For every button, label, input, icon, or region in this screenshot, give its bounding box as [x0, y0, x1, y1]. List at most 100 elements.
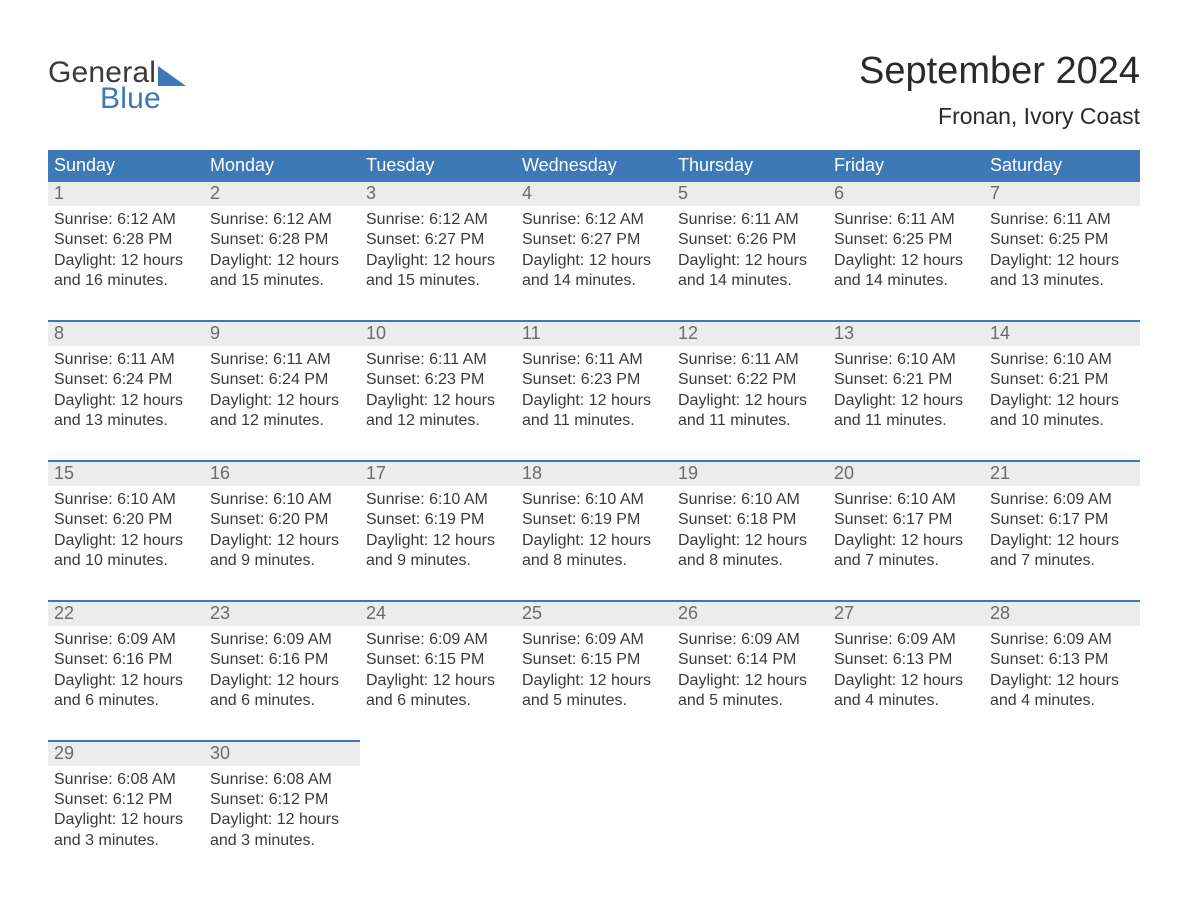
day-details: Sunrise: 6:10 AMSunset: 6:20 PMDaylight:…: [204, 486, 360, 600]
day-number: 12: [672, 322, 828, 346]
day-number: 28: [984, 602, 1140, 626]
day-number: 7: [984, 182, 1140, 206]
daylight-line2: and 4 minutes.: [834, 691, 978, 711]
daylight-line2: and 10 minutes.: [54, 551, 198, 571]
day-number: 25: [516, 602, 672, 626]
day-details: Sunrise: 6:11 AMSunset: 6:25 PMDaylight:…: [828, 206, 984, 320]
day-number: 14: [984, 322, 1140, 346]
daylight-line1: Daylight: 12 hours: [366, 531, 510, 551]
weekday-header: Sunday: [48, 150, 204, 182]
sunrise-text: Sunrise: 6:10 AM: [990, 350, 1134, 370]
day-number: 1: [48, 182, 204, 206]
page-title: September 2024: [859, 50, 1140, 93]
calendar-day-cell: 16Sunrise: 6:10 AMSunset: 6:20 PMDayligh…: [204, 461, 360, 601]
day-number: 26: [672, 602, 828, 626]
day-details: Sunrise: 6:12 AMSunset: 6:27 PMDaylight:…: [360, 206, 516, 320]
day-number: 5: [672, 182, 828, 206]
daylight-line2: and 13 minutes.: [990, 271, 1134, 291]
sunset-text: Sunset: 6:28 PM: [210, 230, 354, 250]
sunset-text: Sunset: 6:27 PM: [366, 230, 510, 250]
calendar-day-cell: 10Sunrise: 6:11 AMSunset: 6:23 PMDayligh…: [360, 321, 516, 461]
sunrise-text: Sunrise: 6:10 AM: [834, 350, 978, 370]
daylight-line2: and 7 minutes.: [834, 551, 978, 571]
sunrise-text: Sunrise: 6:11 AM: [678, 210, 822, 230]
day-number: 2: [204, 182, 360, 206]
day-number: 11: [516, 322, 672, 346]
daylight-line2: and 5 minutes.: [522, 691, 666, 711]
weekday-header: Wednesday: [516, 150, 672, 182]
day-details: Sunrise: 6:09 AMSunset: 6:15 PMDaylight:…: [516, 626, 672, 740]
daylight-line1: Daylight: 12 hours: [522, 251, 666, 271]
daylight-line2: and 7 minutes.: [990, 551, 1134, 571]
daylight-line1: Daylight: 12 hours: [522, 671, 666, 691]
daylight-line2: and 5 minutes.: [678, 691, 822, 711]
sunrise-text: Sunrise: 6:10 AM: [834, 490, 978, 510]
calendar-day-cell: 7Sunrise: 6:11 AMSunset: 6:25 PMDaylight…: [984, 182, 1140, 321]
daylight-line1: Daylight: 12 hours: [990, 251, 1134, 271]
sunrise-text: Sunrise: 6:10 AM: [210, 490, 354, 510]
day-number: 24: [360, 602, 516, 626]
sunset-text: Sunset: 6:24 PM: [54, 370, 198, 390]
day-details: Sunrise: 6:09 AMSunset: 6:16 PMDaylight:…: [48, 626, 204, 740]
daylight-line2: and 11 minutes.: [522, 411, 666, 431]
daylight-line1: Daylight: 12 hours: [366, 391, 510, 411]
day-number: 22: [48, 602, 204, 626]
calendar-day-cell: 2Sunrise: 6:12 AMSunset: 6:28 PMDaylight…: [204, 182, 360, 321]
calendar-week-row: 1 Sunrise: 6:12 AM Sunset: 6:28 PM Daylight…: [48, 182, 1140, 321]
sunrise-text: Sunrise: 6:11 AM: [990, 210, 1134, 230]
calendar-day-cell: [828, 741, 984, 880]
day-number: 9: [204, 322, 360, 346]
day-number: 16: [204, 462, 360, 486]
sunrise-text: Sunrise: 6:12 AM: [54, 210, 198, 230]
sunrise-text: Sunrise: 6:11 AM: [678, 350, 822, 370]
sunset-text: Sunset: 6:13 PM: [834, 650, 978, 670]
calendar-day-cell: 3Sunrise: 6:12 AMSunset: 6:27 PMDaylight…: [360, 182, 516, 321]
daylight-line1: Daylight: 12 hours: [990, 531, 1134, 551]
sunset-text: Sunset: 6:17 PM: [990, 510, 1134, 530]
day-details: Sunrise: 6:11 AMSunset: 6:22 PMDaylight:…: [672, 346, 828, 460]
daylight-line2: and 14 minutes.: [678, 271, 822, 291]
daylight-line2: and 14 minutes.: [834, 271, 978, 291]
calendar-day-cell: 14Sunrise: 6:10 AMSunset: 6:21 PMDayligh…: [984, 321, 1140, 461]
weekday-header: Monday: [204, 150, 360, 182]
calendar-day-cell: 5Sunrise: 6:11 AMSunset: 6:26 PMDaylight…: [672, 182, 828, 321]
weekday-header: Thursday: [672, 150, 828, 182]
sunset-text: Sunset: 6:21 PM: [834, 370, 978, 390]
sunset-text: Sunset: 6:19 PM: [522, 510, 666, 530]
calendar-day-cell: 17Sunrise: 6:10 AMSunset: 6:19 PMDayligh…: [360, 461, 516, 601]
daylight-line2: and 6 minutes.: [366, 691, 510, 711]
calendar-day-cell: 15Sunrise: 6:10 AMSunset: 6:20 PMDayligh…: [48, 461, 204, 601]
sunset-text: Sunset: 6:15 PM: [522, 650, 666, 670]
sunset-text: Sunset: 6:23 PM: [522, 370, 666, 390]
daylight-line1: Daylight: 12 hours: [54, 251, 198, 271]
calendar-day-cell: 18Sunrise: 6:10 AMSunset: 6:19 PMDayligh…: [516, 461, 672, 601]
sunrise-text: Sunrise: 6:10 AM: [522, 490, 666, 510]
day-details: Sunrise: 6:11 AMSunset: 6:26 PMDaylight:…: [672, 206, 828, 320]
daylight-line1: Daylight: 12 hours: [54, 810, 198, 830]
day-number: 19: [672, 462, 828, 486]
sunrise-text: Sunrise: 6:09 AM: [54, 630, 198, 650]
daylight-line2: and 3 minutes.: [54, 831, 198, 851]
day-details: Sunrise: 6:08 AMSunset: 6:12 PMDaylight:…: [204, 766, 360, 880]
calendar-week-row: 29Sunrise: 6:08 AMSunset: 6:12 PMDayligh…: [48, 741, 1140, 880]
daylight-line1: Daylight: 12 hours: [522, 531, 666, 551]
daylight-line1: Daylight: 12 hours: [834, 531, 978, 551]
sunrise-text: Sunrise: 6:09 AM: [522, 630, 666, 650]
sunset-text: Sunset: 6:25 PM: [834, 230, 978, 250]
sunset-text: Sunset: 6:27 PM: [522, 230, 666, 250]
calendar-day-cell: 8Sunrise: 6:11 AMSunset: 6:24 PMDaylight…: [48, 321, 204, 461]
day-number: 4: [516, 182, 672, 206]
daylight-line1: Daylight: 12 hours: [210, 810, 354, 830]
daylight-line1: Daylight: 12 hours: [834, 671, 978, 691]
calendar-day-cell: 23Sunrise: 6:09 AMSunset: 6:16 PMDayligh…: [204, 601, 360, 741]
sunset-text: Sunset: 6:20 PM: [210, 510, 354, 530]
sunrise-text: Sunrise: 6:12 AM: [522, 210, 666, 230]
daylight-line2: and 6 minutes.: [54, 691, 198, 711]
sunrise-text: Sunrise: 6:08 AM: [54, 770, 198, 790]
calendar-day-cell: 20Sunrise: 6:10 AMSunset: 6:17 PMDayligh…: [828, 461, 984, 601]
calendar-day-cell: [984, 741, 1140, 880]
day-number: 20: [828, 462, 984, 486]
sunset-text: Sunset: 6:12 PM: [54, 790, 198, 810]
day-details: Sunrise: 6:10 AMSunset: 6:19 PMDaylight:…: [360, 486, 516, 600]
day-details: Sunrise: 6:11 AMSunset: 6:24 PMDaylight:…: [48, 346, 204, 460]
